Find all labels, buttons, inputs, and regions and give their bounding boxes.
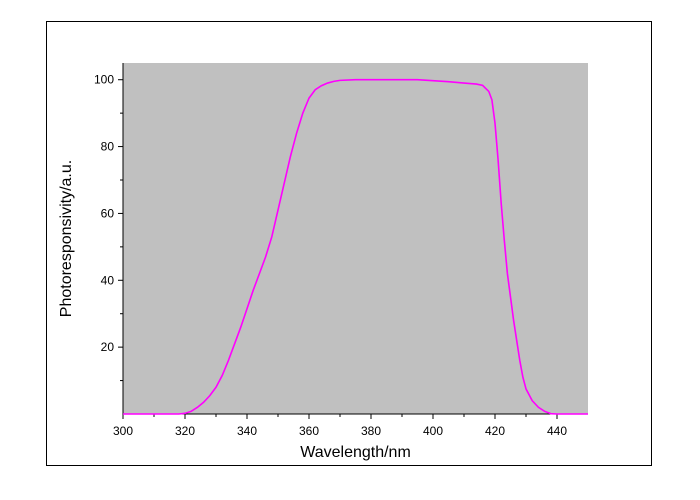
- y-axis-title: Photoresponsivity/a.u.: [58, 160, 75, 317]
- y-tick-label: 60: [101, 206, 115, 220]
- x-tick-label: 380: [361, 424, 381, 438]
- axes: [122, 63, 588, 415]
- x-axis-title: Wavelength/nm: [300, 444, 411, 461]
- plot-area: [123, 63, 588, 414]
- x-tick-label: 320: [175, 424, 195, 438]
- x-tick-label: 400: [423, 424, 443, 438]
- ticks: 300 320 340 360 380 400 420 440 20 40 60 80 100: [94, 73, 567, 438]
- y-tick-label: 20: [101, 340, 115, 354]
- x-tick-label: 360: [299, 424, 319, 438]
- y-tick-label: 100: [94, 73, 114, 87]
- x-tick-label: 440: [547, 424, 567, 438]
- x-tick-label: 420: [485, 424, 505, 438]
- x-tick-label: 300: [113, 424, 133, 438]
- x-tick-label: 340: [237, 424, 257, 438]
- series-line: [123, 78, 588, 415]
- y-tick-label: 80: [101, 140, 115, 154]
- y-tick-label: 40: [101, 273, 115, 287]
